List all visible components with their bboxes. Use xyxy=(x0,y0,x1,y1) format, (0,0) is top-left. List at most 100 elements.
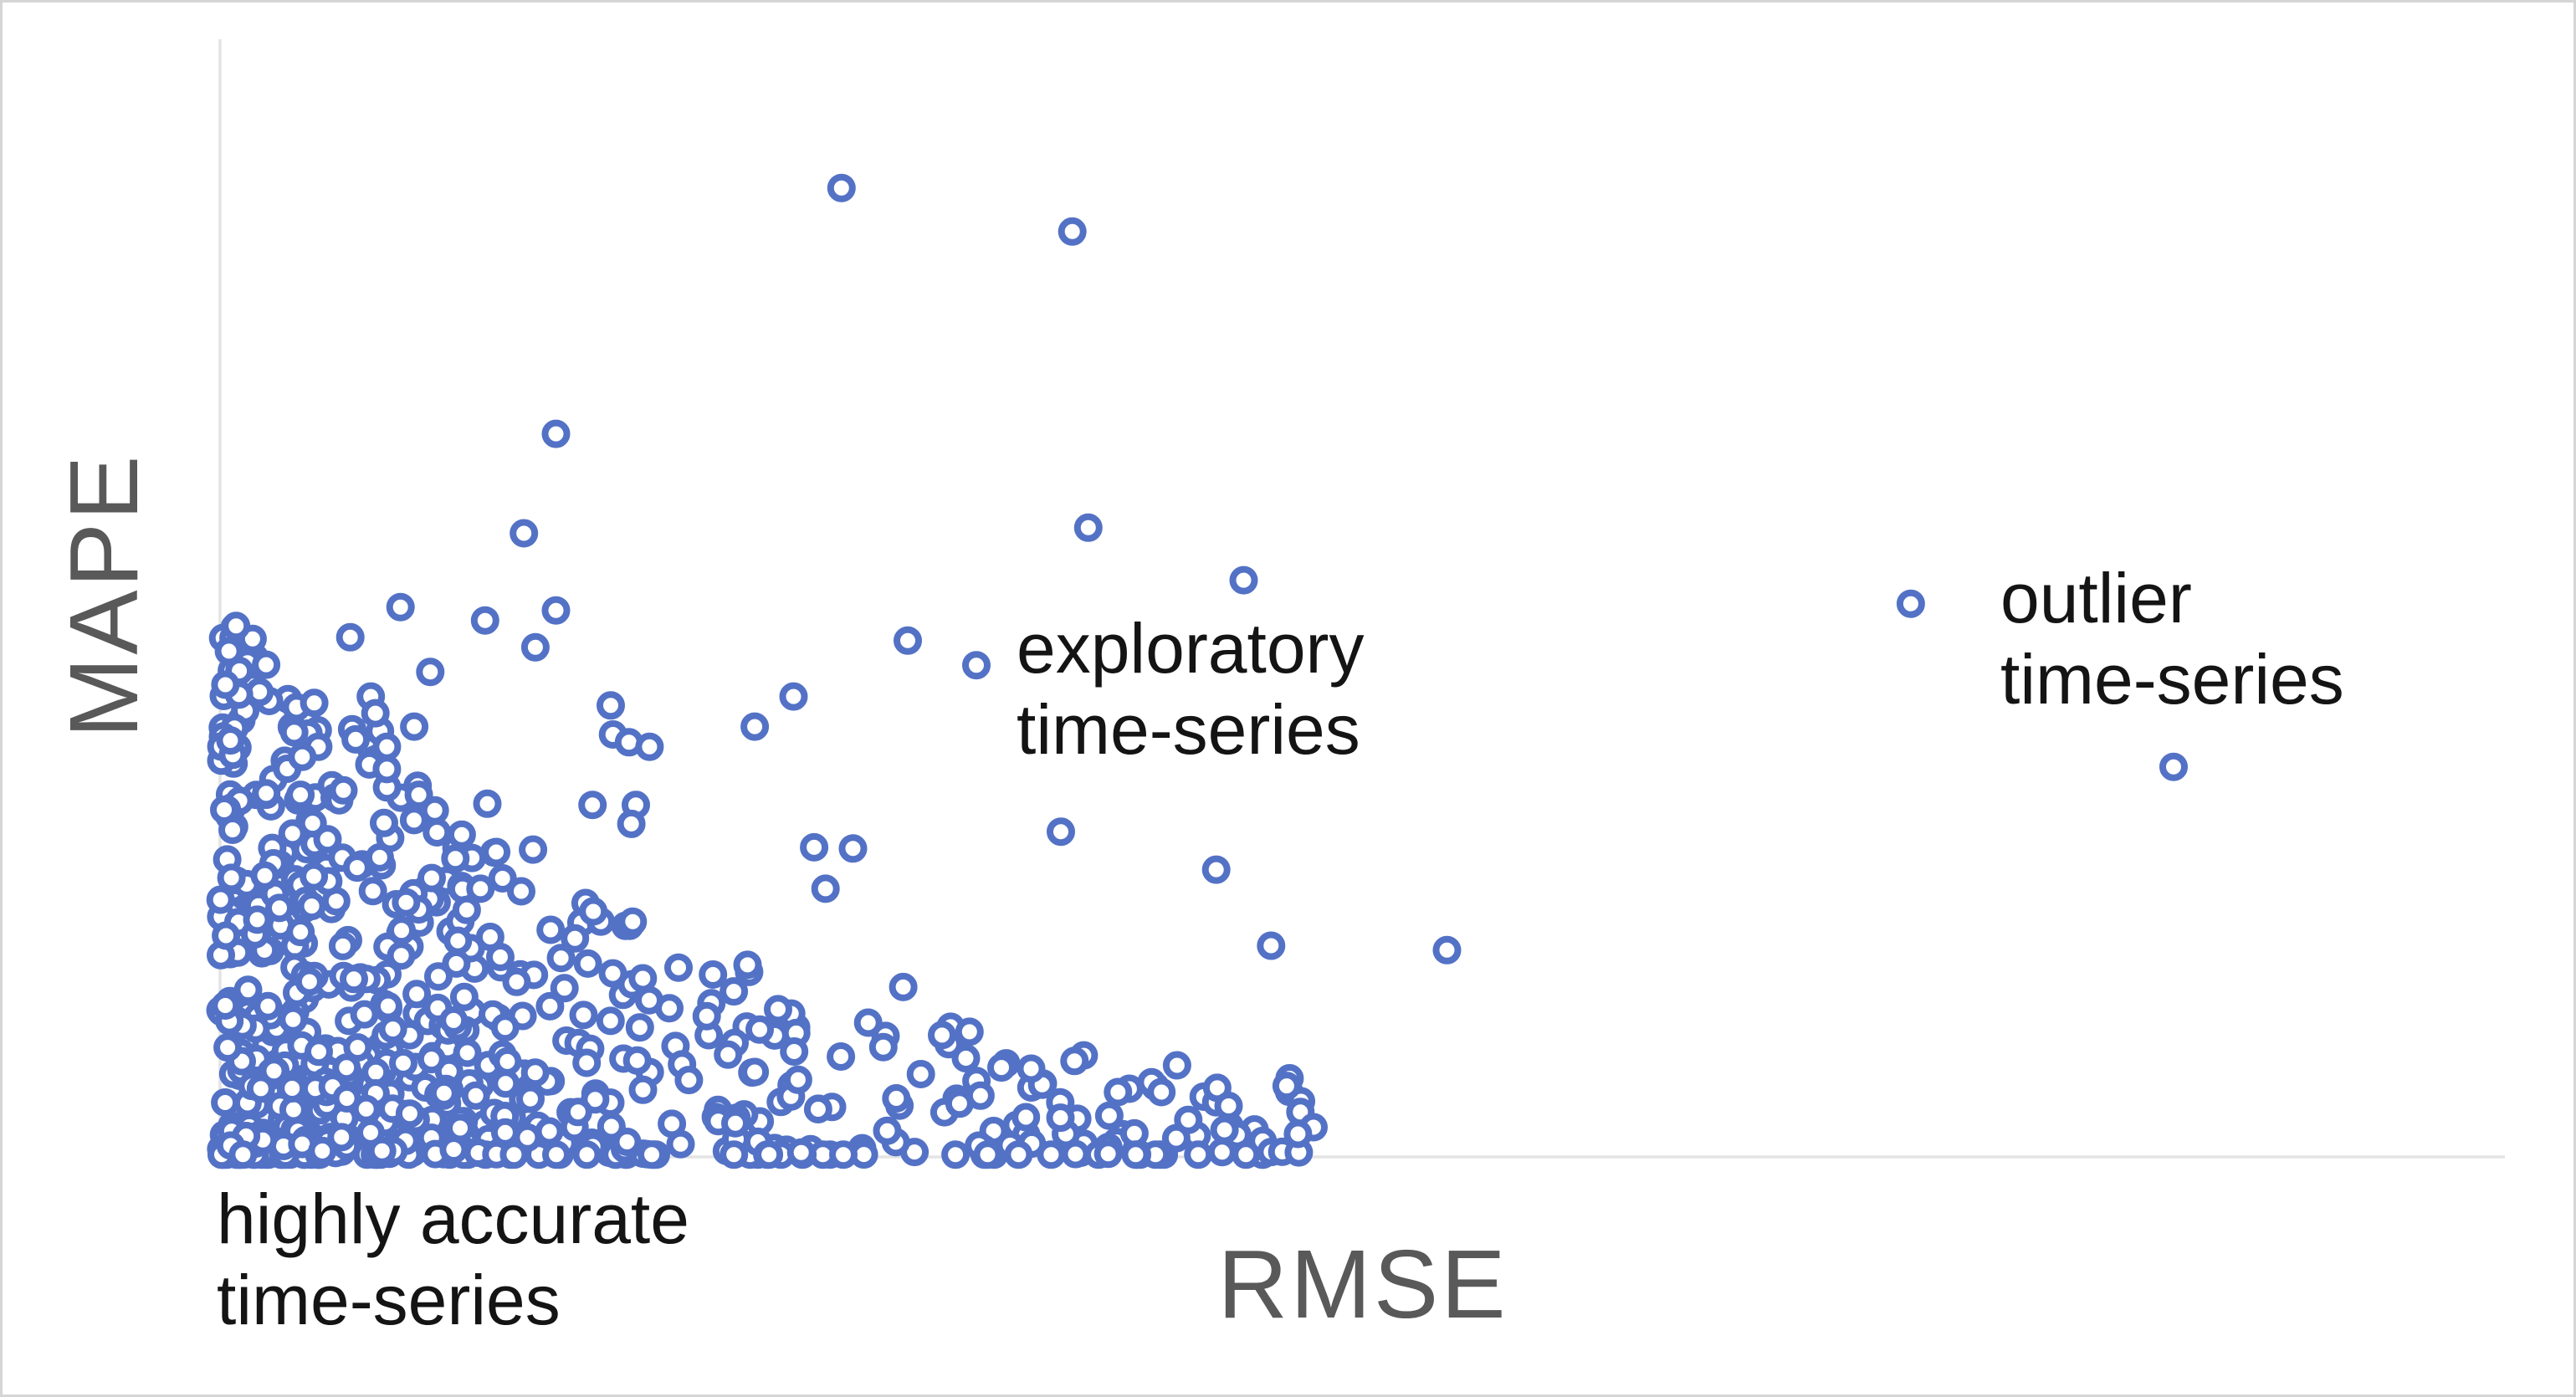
data-point xyxy=(1058,217,1087,246)
data-point xyxy=(853,1008,883,1037)
data-point xyxy=(387,916,416,945)
data-point xyxy=(386,592,415,622)
data-point xyxy=(216,726,245,755)
data-point xyxy=(882,1084,911,1113)
data-point xyxy=(367,1136,397,1165)
data-point xyxy=(510,519,539,548)
data-point xyxy=(491,1069,520,1098)
data-point xyxy=(827,173,856,202)
data-point xyxy=(779,682,808,711)
data-point xyxy=(941,1140,970,1169)
data-point xyxy=(658,1109,687,1139)
data-point xyxy=(573,949,602,978)
data-point xyxy=(868,1032,898,1062)
y-axis-title: MAPE xyxy=(49,453,158,739)
data-point xyxy=(699,960,728,989)
data-point xyxy=(674,1066,704,1095)
data-point xyxy=(2159,752,2188,781)
data-point xyxy=(541,596,571,625)
data-point xyxy=(429,1078,458,1108)
data-point xyxy=(1147,1077,1176,1107)
data-point xyxy=(214,637,243,666)
data-point xyxy=(1201,855,1231,884)
data-point xyxy=(342,853,371,883)
data-point xyxy=(561,924,590,953)
data-point xyxy=(441,844,470,873)
data-point xyxy=(597,1112,626,1141)
data-point xyxy=(351,1094,381,1123)
data-point xyxy=(297,892,326,921)
data-point xyxy=(622,1046,652,1075)
data-point xyxy=(838,834,868,863)
data-point xyxy=(439,1006,469,1035)
data-point xyxy=(499,1140,529,1169)
data-point xyxy=(1184,1140,1213,1169)
data-point xyxy=(635,732,664,761)
data-point xyxy=(520,632,550,662)
data-point xyxy=(692,1001,721,1031)
data-point xyxy=(664,953,693,982)
data-point xyxy=(520,1058,550,1087)
data-point xyxy=(475,923,504,951)
data-point xyxy=(279,718,309,747)
data-point xyxy=(279,1005,308,1034)
data-point xyxy=(265,893,294,923)
annotation-line: time-series xyxy=(1017,690,1360,769)
data-point xyxy=(597,691,625,720)
data-point xyxy=(254,991,283,1021)
data-point xyxy=(332,1053,361,1082)
data-point xyxy=(546,944,576,973)
data-point xyxy=(1896,589,1925,618)
annotation-line: highly accurate xyxy=(217,1180,689,1258)
data-point xyxy=(740,712,770,741)
data-point xyxy=(945,1089,974,1118)
data-point xyxy=(447,820,476,849)
data-point xyxy=(1232,1140,1261,1169)
data-point xyxy=(417,1045,446,1074)
data-point xyxy=(572,1048,602,1077)
data-point xyxy=(343,1033,372,1062)
data-point xyxy=(563,1098,592,1127)
data-point xyxy=(1121,1140,1150,1169)
data-point xyxy=(443,926,473,955)
data-point xyxy=(1104,1077,1133,1107)
data-point xyxy=(550,974,579,1003)
data-point xyxy=(211,670,240,699)
data-point xyxy=(341,724,371,754)
data-point xyxy=(300,688,329,718)
data-point xyxy=(973,1140,1002,1169)
data-point xyxy=(211,991,240,1020)
data-point xyxy=(365,842,394,872)
data-point xyxy=(536,915,566,944)
data-point xyxy=(473,789,502,818)
data-point xyxy=(259,1057,289,1086)
data-point xyxy=(1017,1054,1046,1083)
scatter-plot-canvas xyxy=(206,39,2505,1169)
data-point xyxy=(308,1136,337,1165)
data-point xyxy=(294,967,324,996)
data-points-layer xyxy=(206,173,2188,1169)
data-point xyxy=(612,1128,642,1156)
annotation-line: time-series xyxy=(2000,640,2344,719)
annotation-line: time-series xyxy=(217,1261,561,1339)
annotation-outlier-time-series: outlier time-series xyxy=(2000,558,2344,720)
data-point xyxy=(288,742,317,771)
annotation-line: exploratory xyxy=(1017,609,1365,688)
data-point xyxy=(987,1053,1016,1082)
data-point xyxy=(300,862,329,891)
data-point xyxy=(246,1074,275,1103)
data-point xyxy=(955,1017,984,1046)
data-point xyxy=(400,712,429,741)
data-point xyxy=(714,1040,743,1069)
data-point xyxy=(721,1108,750,1138)
data-point xyxy=(569,1000,598,1030)
data-point xyxy=(335,622,365,652)
data-point xyxy=(228,1140,258,1169)
data-point xyxy=(470,606,499,635)
data-point xyxy=(572,1140,602,1169)
data-point xyxy=(327,1123,356,1152)
data-point xyxy=(889,972,918,1001)
data-point xyxy=(638,1140,666,1169)
data-point xyxy=(392,888,421,917)
data-point xyxy=(827,1042,856,1071)
